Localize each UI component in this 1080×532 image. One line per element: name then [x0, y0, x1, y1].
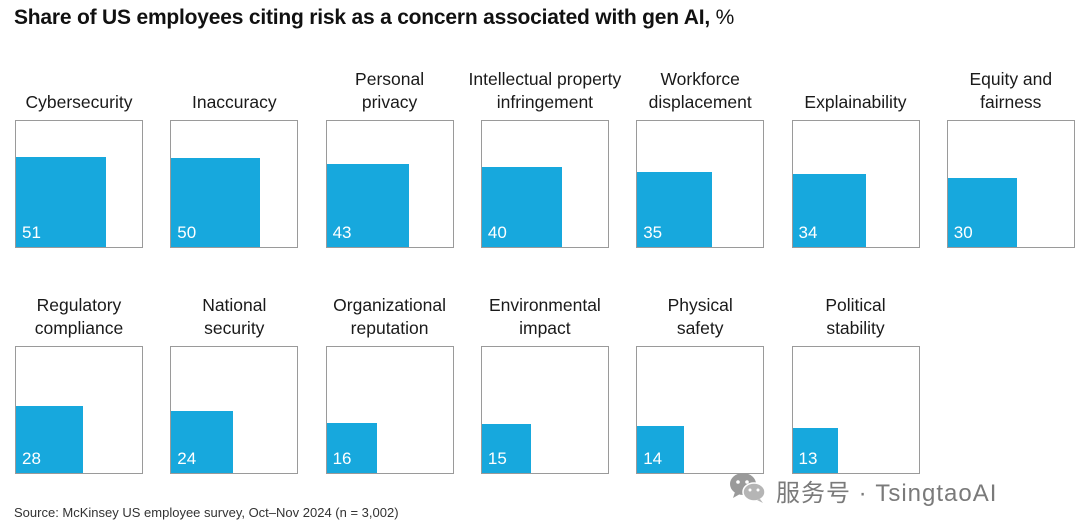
- bar: [481, 167, 562, 247]
- bar: [792, 427, 838, 473]
- panel-frame: 16: [325, 346, 454, 474]
- category-label: Workforce displacement: [648, 69, 752, 112]
- data-label: 51: [22, 223, 41, 242]
- bar: [326, 422, 377, 473]
- data-label: 14: [643, 449, 663, 468]
- panel-frame: 40: [480, 120, 609, 248]
- data-label: 34: [798, 223, 818, 242]
- watermark: 服务号 · TsingtaoAI: [728, 472, 997, 508]
- data-label: 40: [487, 223, 507, 242]
- category-label: Political stability: [825, 295, 886, 338]
- bar: [171, 411, 234, 473]
- panel-frame: 51: [15, 120, 143, 248]
- chart-panel: Regulatory compliance 28: [15, 274, 143, 474]
- data-label: 24: [177, 449, 197, 468]
- data-label: 50: [177, 223, 197, 242]
- data-label: 15: [487, 449, 507, 468]
- bar: [16, 406, 83, 473]
- data-label: 28: [22, 449, 41, 468]
- category-label: Environmental impact: [488, 295, 601, 338]
- bar: [171, 157, 261, 247]
- category-label: Personal privacy: [355, 69, 425, 112]
- chart-panel: Explainability 34: [791, 48, 920, 248]
- chart-panel: Environmental impact 15: [480, 274, 609, 474]
- panel-frame: 14: [636, 346, 765, 474]
- bar: [16, 157, 106, 247]
- panel-frame: 28: [15, 346, 143, 474]
- panel-frame: 35: [636, 120, 765, 248]
- data-label: 13: [798, 449, 818, 468]
- category-label: Physical safety: [667, 295, 733, 338]
- chart-panel: Personal privacy 43: [325, 48, 454, 248]
- chart-panel: National security 24: [170, 274, 299, 474]
- chart-panel: Cybersecurity 51: [15, 48, 143, 248]
- chart-panel: Physical safety 14: [636, 274, 765, 474]
- panel-frame: 43: [325, 120, 454, 248]
- chart-panel: Equity and fairness 30: [946, 48, 1075, 248]
- data-label: 35: [643, 223, 663, 242]
- data-label: 30: [953, 223, 973, 242]
- category-label: Organizational reputation: [333, 295, 447, 338]
- chart-unit: %: [715, 6, 735, 29]
- category-label: Explainability: [804, 92, 907, 112]
- source-note: Source: McKinsey US employee survey, Oct…: [14, 505, 399, 520]
- data-label: 16: [332, 449, 352, 468]
- category-label: Inaccuracy: [191, 92, 277, 112]
- bar: [637, 425, 685, 473]
- wechat-icon: [728, 471, 768, 510]
- bar: [947, 178, 1017, 247]
- category-label: Cybersecurity: [25, 92, 133, 112]
- chart-panel: Inaccuracy 50: [170, 48, 299, 248]
- data-label: 43: [332, 223, 352, 242]
- bar: [792, 173, 866, 247]
- panel-frame: 34: [791, 120, 920, 248]
- panel-frame: 13: [791, 346, 920, 474]
- category-label: National security: [202, 295, 267, 338]
- bar: [326, 164, 410, 247]
- chart-title: Share of US employees citing risk as a c…: [14, 6, 735, 29]
- chart-panel: Organizational reputation 16: [325, 274, 454, 474]
- chart-panel: Political stability 13: [791, 274, 920, 474]
- chart-panel: Workforce displacement 35: [636, 48, 765, 248]
- category-label: Regulatory compliance: [34, 295, 124, 338]
- panel-frame: 24: [170, 346, 299, 474]
- bar: [481, 424, 531, 473]
- panel-frame: 30: [946, 120, 1075, 248]
- panel-frame: 50: [170, 120, 299, 248]
- chart-panel: Intellectual property infringement 40: [469, 48, 621, 248]
- category-label: Intellectual property infringement: [468, 69, 622, 112]
- watermark-text: 服务号 · TsingtaoAI: [776, 479, 998, 507]
- bar: [637, 172, 712, 247]
- category-label: Equity and fairness: [969, 69, 1053, 112]
- panel-frame: 15: [480, 346, 609, 474]
